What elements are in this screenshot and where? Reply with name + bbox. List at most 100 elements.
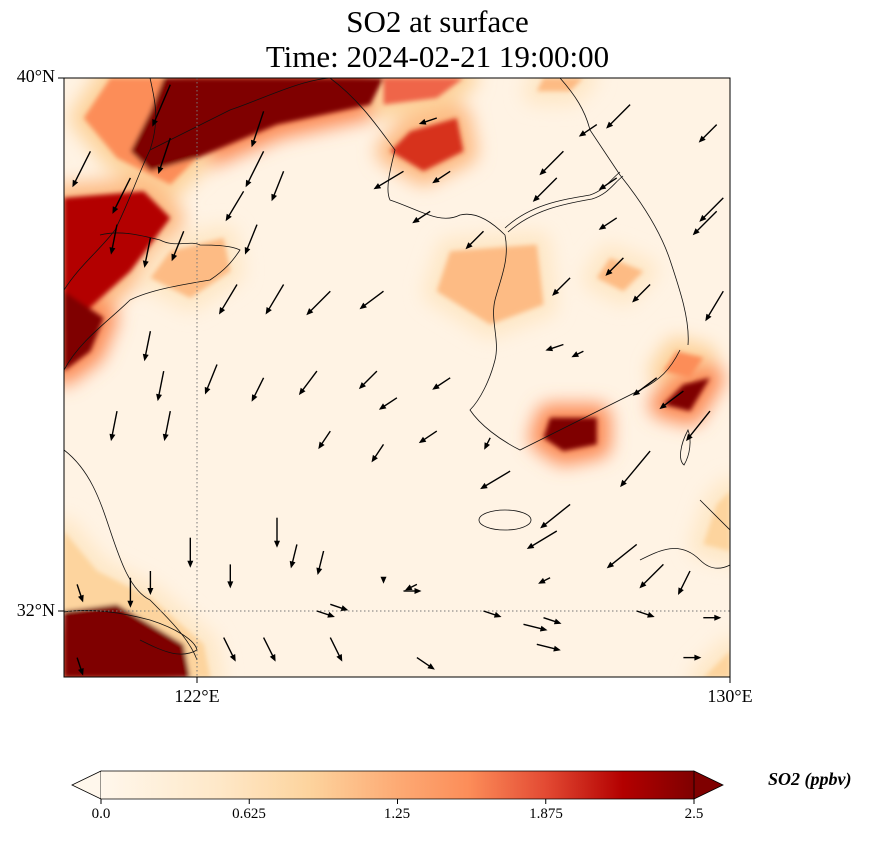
wind-vector-head <box>418 436 427 444</box>
jeju-island <box>478 509 532 531</box>
wind-vector-head <box>162 433 169 442</box>
wind-vector <box>605 257 624 276</box>
wind-vector-shaft <box>172 230 185 257</box>
wind-vector-shaft <box>523 623 543 630</box>
wind-vector <box>358 370 378 390</box>
wind-vector-shaft <box>423 117 438 124</box>
wind-vector-head <box>359 302 367 310</box>
wind-vector-head <box>480 482 488 490</box>
wind-vector-head <box>698 135 706 143</box>
wind-vector <box>298 370 318 396</box>
wind-vector-shaft <box>318 550 325 571</box>
wind-vector-head <box>432 176 440 184</box>
wind-vector <box>578 124 598 137</box>
wind-vector <box>359 290 384 310</box>
wind-vector <box>127 577 134 608</box>
wind-vector-shaft <box>361 370 378 387</box>
wind-vector <box>274 517 280 548</box>
wind-vector-shaft <box>543 617 557 623</box>
wind-vector-head <box>540 521 548 529</box>
wind-vector <box>532 177 558 202</box>
wind-vector <box>142 331 152 362</box>
wind-vector-head <box>156 393 162 402</box>
wind-vector <box>112 177 132 214</box>
colorbar-ticks <box>100 799 695 804</box>
wind-vector-shaft <box>608 257 624 273</box>
so2-region <box>64 191 171 332</box>
coastline-korea-east <box>619 174 689 346</box>
wind-vector-shaft <box>535 177 558 199</box>
wind-vector-shaft <box>220 284 238 311</box>
wind-vector-head <box>427 663 435 670</box>
wind-vector-shaft <box>702 197 724 219</box>
wind-vector-shaft <box>159 137 171 170</box>
wind-vector-shaft <box>679 570 691 591</box>
colorbar-extend-low <box>71 770 102 800</box>
wind-vector-head <box>152 119 158 127</box>
wind-vector-head <box>526 542 535 549</box>
so2-region <box>703 651 730 677</box>
wind-vector-head <box>605 268 613 276</box>
so2-region <box>390 118 464 172</box>
wind-vector-head <box>380 576 387 584</box>
coastline-bohai-north <box>64 78 157 291</box>
wind-vector-head <box>598 183 607 190</box>
wind-vector <box>371 444 385 463</box>
wind-vector <box>699 197 724 222</box>
wind-vector <box>350 678 368 696</box>
wind-vector <box>316 550 325 575</box>
wind-vector <box>526 530 558 549</box>
wind-vector-shaft <box>350 678 365 693</box>
wind-vector <box>380 576 387 584</box>
wind-vector-shaft <box>158 370 165 397</box>
wind-vector <box>705 290 724 322</box>
wind-vector-head <box>412 216 420 224</box>
wind-vector-head <box>705 313 712 322</box>
wind-vector <box>219 284 238 315</box>
wind-vector <box>598 217 618 230</box>
wind-vector-head <box>598 223 607 230</box>
wind-vector-shaft <box>272 171 285 197</box>
wind-vector <box>227 564 234 589</box>
wind-vector <box>329 637 343 662</box>
wind-vector-shaft <box>707 290 724 318</box>
wind-vector <box>330 603 349 611</box>
wind-vector-head <box>692 228 700 236</box>
wind-vector-head <box>414 588 422 594</box>
wind-vector-head <box>251 139 257 148</box>
wind-vector-head <box>361 689 368 696</box>
wind-vector-head <box>539 168 547 176</box>
colorbar-extend-high <box>693 770 724 800</box>
wind-vector-shaft <box>153 84 171 123</box>
wind-vector-head <box>539 625 548 632</box>
wind-vector <box>539 150 564 176</box>
wind-vector-head <box>298 387 306 396</box>
wind-vector-head <box>147 588 154 595</box>
wind-vector-head <box>659 402 667 410</box>
so2-region <box>130 78 384 172</box>
wind-vector-shaft <box>301 370 318 392</box>
wind-vector <box>465 230 484 250</box>
wind-vector-shaft <box>435 170 451 182</box>
wind-vector-head <box>171 253 178 262</box>
wind-vector-head <box>678 587 684 595</box>
wind-vector <box>223 637 236 662</box>
so2-region <box>64 531 211 677</box>
wind-vector <box>156 370 165 402</box>
colorbar-label: SO2 (ppbv) <box>768 769 852 789</box>
wind-vector-head <box>606 561 615 569</box>
wind-vector-shaft <box>688 410 711 438</box>
wind-vector <box>606 543 638 569</box>
so2-region <box>543 417 597 452</box>
wind-vector <box>109 410 118 442</box>
wind-vector-shaft <box>262 637 275 658</box>
so2-region <box>64 291 104 371</box>
wind-vector <box>432 377 451 390</box>
wind-vector-shaft <box>622 450 651 484</box>
wind-vector <box>538 577 551 584</box>
wind-vector-shaft <box>530 530 558 548</box>
chart-title: SO2 at surface <box>346 4 529 39</box>
wind-vector-shaft <box>662 390 684 407</box>
wind-vector <box>636 610 655 618</box>
wind-vector-shaft <box>642 563 664 586</box>
